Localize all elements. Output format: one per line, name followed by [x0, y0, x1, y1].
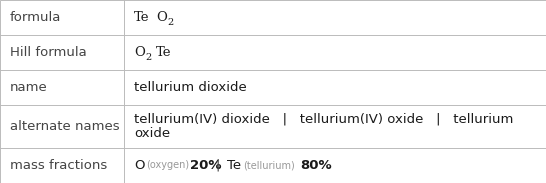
Text: Te: Te	[134, 11, 150, 24]
Text: 80%: 80%	[300, 159, 331, 172]
Text: Te: Te	[156, 46, 171, 59]
Text: tellurium dioxide: tellurium dioxide	[134, 81, 247, 94]
Text: mass fractions: mass fractions	[10, 159, 107, 172]
Text: (oxygen): (oxygen)	[146, 160, 189, 170]
Text: 2: 2	[145, 53, 151, 62]
Text: O: O	[134, 159, 145, 172]
Text: 20%: 20%	[190, 159, 222, 172]
Text: (tellurium): (tellurium)	[244, 160, 295, 170]
Text: formula: formula	[10, 11, 61, 24]
Text: alternate names: alternate names	[10, 120, 120, 133]
Text: oxide: oxide	[134, 127, 170, 140]
Text: tellurium(IV) dioxide   |   tellurium(IV) oxide   |   tellurium: tellurium(IV) dioxide | tellurium(IV) ox…	[134, 113, 514, 126]
Text: |: |	[215, 159, 219, 172]
Text: name: name	[10, 81, 48, 94]
Text: Te: Te	[227, 159, 241, 172]
Text: 2: 2	[167, 18, 173, 27]
Text: O: O	[134, 46, 145, 59]
Text: Hill formula: Hill formula	[10, 46, 87, 59]
Text: O: O	[156, 11, 167, 24]
